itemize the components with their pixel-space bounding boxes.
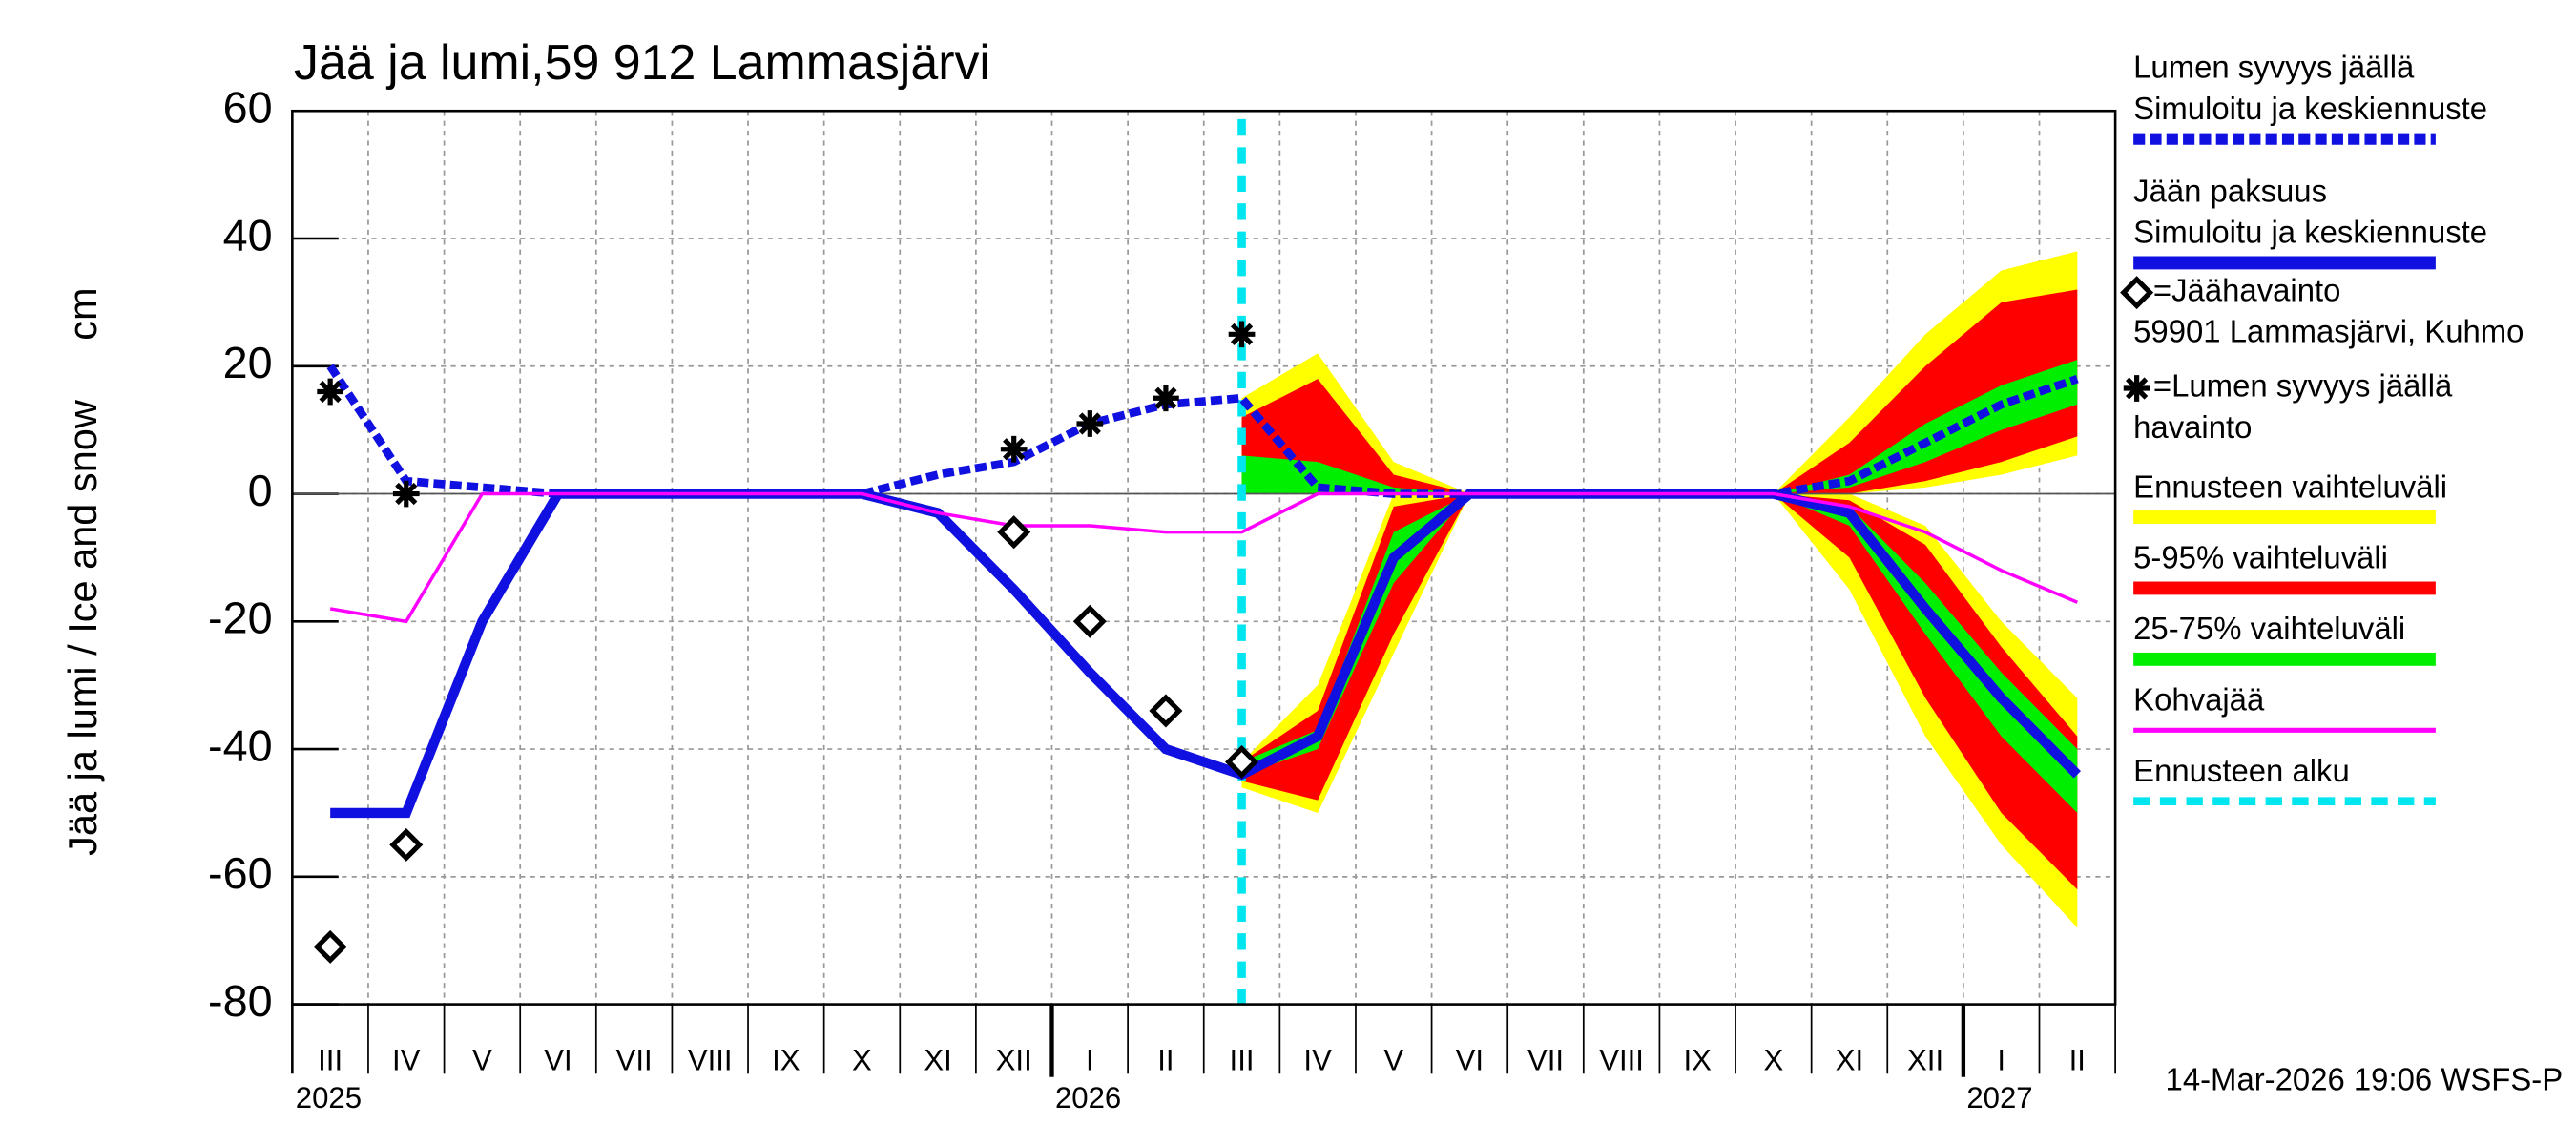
x-tick-label: X <box>852 1043 872 1076</box>
snow-observation <box>317 378 343 406</box>
legend-swatch <box>2133 652 2436 666</box>
x-tick-label: IX <box>1684 1043 1713 1076</box>
legend-label: Lumen syvyys jäällä <box>2133 50 2415 85</box>
year-label: 2025 <box>296 1081 362 1114</box>
x-tick-label: X <box>1763 1043 1783 1076</box>
legend-label: Ennusteen alku <box>2133 753 2350 788</box>
ice-observation <box>1149 694 1183 728</box>
ice-observation <box>997 515 1031 550</box>
snow-observation <box>1153 385 1179 412</box>
x-tick-label: VI <box>544 1043 571 1076</box>
x-tick-label: IV <box>1303 1043 1332 1076</box>
x-tick-label: VII <box>616 1043 653 1076</box>
y-tick-label: -60 <box>208 848 273 898</box>
x-tick-label: VI <box>1456 1043 1484 1076</box>
y-tick-label: 0 <box>248 466 273 515</box>
x-tick-label: XII <box>1907 1043 1943 1076</box>
plot-frame <box>291 109 2117 1006</box>
legend-label: 5-95% vaihteluväli <box>2133 540 2388 575</box>
x-tick-label: IX <box>772 1043 800 1076</box>
snow-observation <box>392 480 420 508</box>
x-tick-label: VII <box>1527 1043 1564 1076</box>
y-tick-label: -80 <box>208 976 273 1026</box>
legend-label: =Lumen syvyys jäällä <box>2153 368 2453 404</box>
legend-label: =Jäähavainto <box>2153 272 2341 307</box>
legend-label: 25-75% vaihteluväli <box>2133 611 2405 646</box>
ice-observation <box>1072 604 1107 638</box>
x-tick-label: VIII <box>1599 1043 1644 1076</box>
legend-label: Jään paksuus <box>2133 173 2327 208</box>
snow-observation <box>1076 410 1104 437</box>
x-tick-label: I <box>1086 1043 1094 1076</box>
year-label: 2027 <box>1966 1081 2032 1114</box>
legend-label: havainto <box>2133 409 2252 445</box>
x-tick-label: XII <box>996 1043 1032 1076</box>
y-tick-label: 20 <box>223 338 273 387</box>
y-tick-label: 40 <box>223 210 273 260</box>
x-tick-label: II <box>2069 1043 2086 1076</box>
ice-observation <box>1225 744 1259 779</box>
legend-label: Kohvajää <box>2133 682 2265 718</box>
band-area <box>1241 360 2078 494</box>
y-axis-unit: cm <box>60 287 105 340</box>
ice-observation <box>2120 276 2154 310</box>
x-tick-label: III <box>318 1043 343 1076</box>
legend-label: Ennusteen vaihteluväli <box>2133 468 2447 504</box>
y-tick-label: -40 <box>208 720 273 770</box>
legend-label: Simuloitu ja keskiennuste <box>2133 215 2487 250</box>
snow-observation <box>1000 435 1028 463</box>
legend-label: 59901 Lammasjärvi, Kuhmo <box>2133 314 2524 349</box>
x-tick-label: IV <box>392 1043 421 1076</box>
band-area <box>1241 493 2078 890</box>
y-axis-label: Jää ja lumi / Ice and snow <box>60 399 105 856</box>
band-area <box>1241 493 2078 928</box>
ice-observation <box>313 929 347 964</box>
x-tick-label: XI <box>924 1043 951 1076</box>
legend-label: Simuloitu ja keskiennuste <box>2133 91 2487 126</box>
series-line <box>329 491 2078 624</box>
year-label: 2026 <box>1055 1081 1121 1114</box>
band-area <box>1241 289 2078 494</box>
footer: 14-Mar-2026 19:06 WSFS-P <box>2166 1062 2564 1097</box>
snow-observation <box>2123 375 2150 402</box>
x-tick-label: II <box>1157 1043 1174 1076</box>
x-tick-label: I <box>1997 1043 2005 1076</box>
y-tick-label: -20 <box>208 593 273 643</box>
legend-swatch <box>2133 510 2436 524</box>
ice-observation <box>389 827 424 862</box>
chart-title: Jää ja lumi,59 912 Lammasjärvi <box>294 35 990 91</box>
x-tick-label: III <box>1230 1043 1255 1076</box>
x-tick-label: XI <box>1836 1043 1863 1076</box>
legend-swatch <box>2133 581 2436 595</box>
x-tick-label: V <box>1383 1043 1403 1076</box>
y-tick-label: 60 <box>223 83 273 133</box>
x-tick-label: VIII <box>688 1043 733 1076</box>
snow-observation <box>1228 321 1256 348</box>
x-tick-label: V <box>472 1043 492 1076</box>
